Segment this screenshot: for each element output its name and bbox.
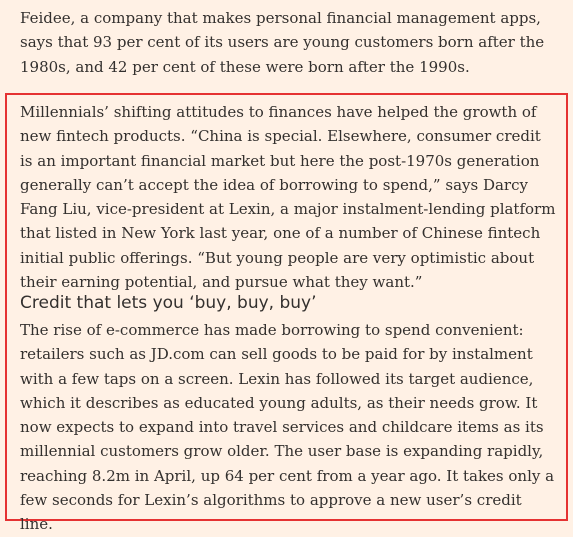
highlighted-paragraph: Millennials’ shifting attitudes to finan… [20, 103, 556, 292]
highlight-box [5, 93, 568, 521]
section-subheading: Credit that lets you ‘buy, buy, buy’ [20, 293, 317, 313]
section-body-paragraph: The rise of e-commerce has made borrowin… [20, 321, 555, 534]
intro-paragraph: Feidee, a company that makes personal fi… [20, 9, 545, 76]
